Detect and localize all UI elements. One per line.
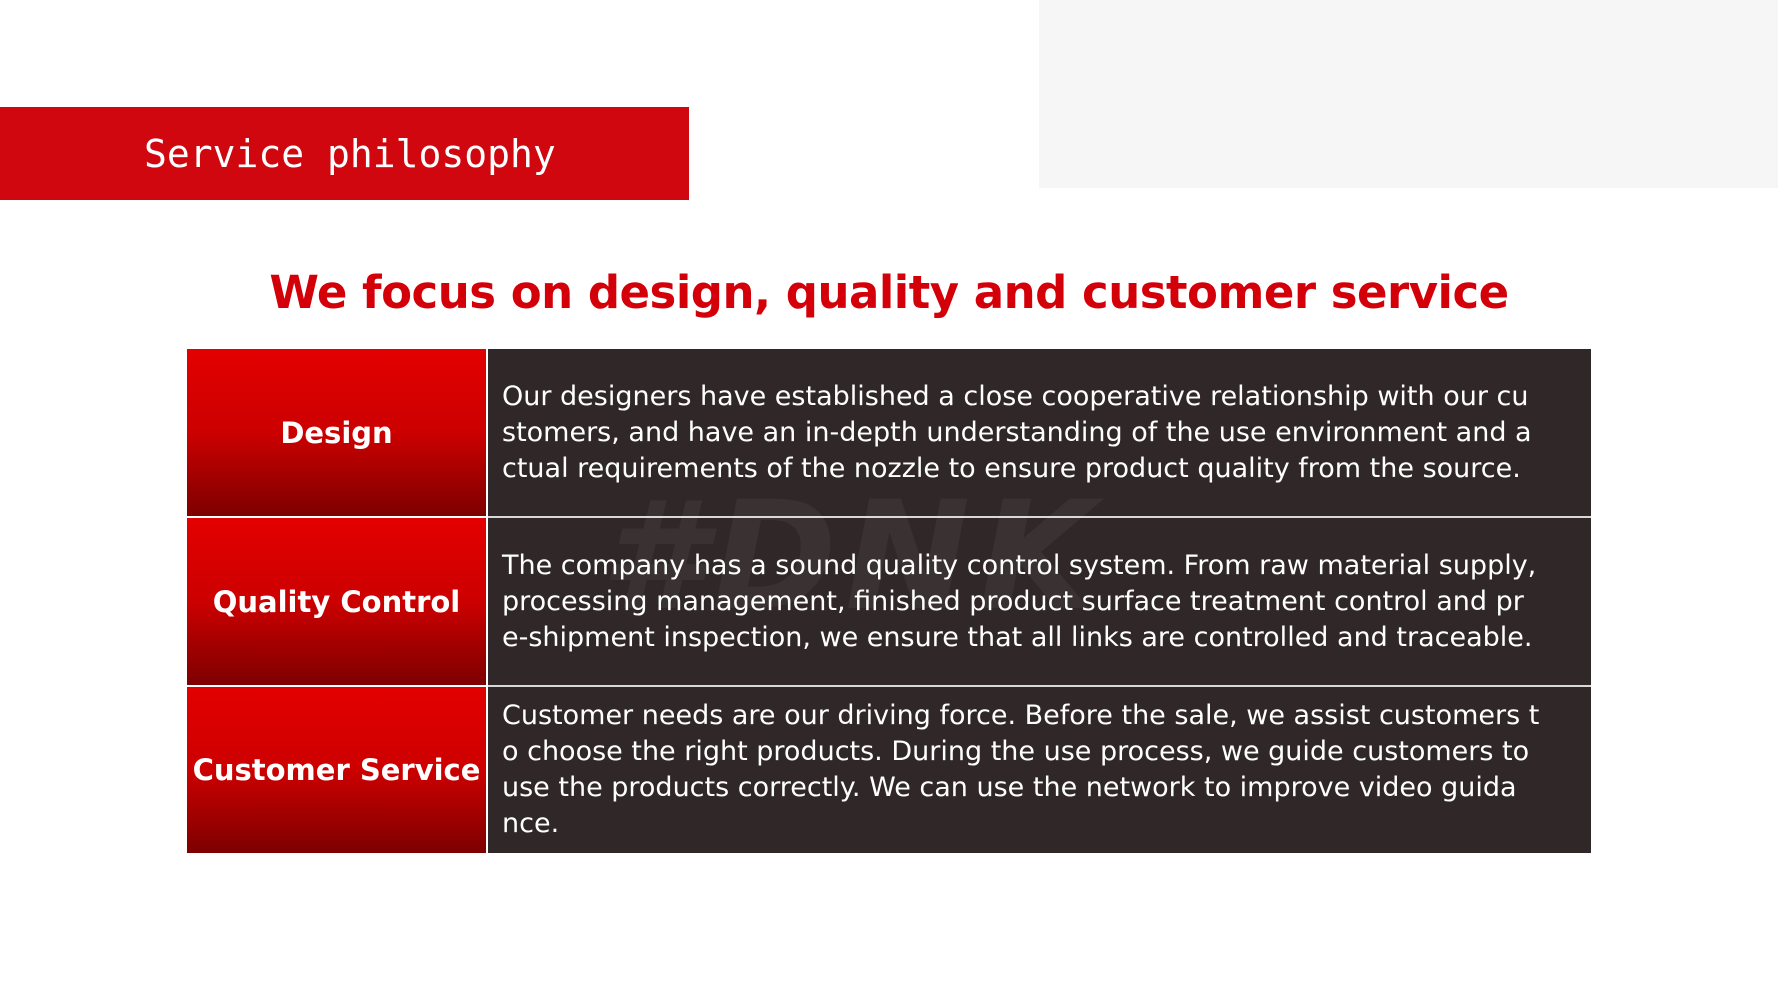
row-divider [488,516,1591,518]
desc-line: The company has a sound quality control … [502,549,1537,581]
desc-line: nce. [502,808,560,839]
table-row-design: Design Our designers have established a … [187,349,1591,516]
philosophy-table: Design Our designers have established a … [187,349,1591,853]
row-description: Our designers have established a close c… [488,349,1591,516]
section-title: Service philosophy [144,131,556,176]
row-description: The company has a sound quality control … [488,518,1591,685]
row-label: Customer Service [187,687,486,853]
desc-line: ctual requirements of the nozzle to ensu… [502,452,1521,484]
desc-line: o choose the right products. During the … [502,736,1530,767]
gray-background-block [1039,0,1778,188]
page-headline: We focus on design, quality and customer… [269,266,1509,319]
desc-line: use the products correctly. We can use t… [502,772,1517,803]
desc-line: stomers, and have an in-depth understand… [502,416,1532,448]
row-label: Design [187,349,486,516]
desc-line: processing management, finished product … [502,585,1524,617]
desc-line: e-shipment inspection, we ensure that al… [502,621,1533,653]
row-divider [488,685,1591,687]
desc-line: Our designers have established a close c… [502,380,1529,412]
section-banner: Service philosophy [0,107,689,200]
row-label: Quality Control [187,518,486,685]
table-row-quality-control: Quality Control The company has a sound … [187,518,1591,685]
table-row-customer-service: Customer Service Customer needs are our … [187,687,1591,853]
desc-line: Customer needs are our driving force. Be… [502,700,1540,731]
row-description: Customer needs are our driving force. Be… [488,687,1591,853]
